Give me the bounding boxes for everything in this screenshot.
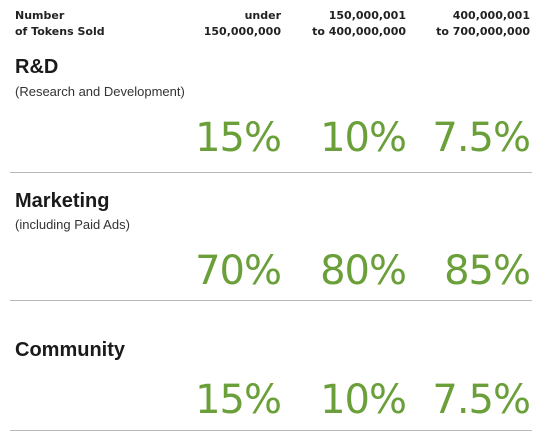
community-tier-2-value: 10% [320,377,407,423]
header-tier-1: under 150,000,000 [204,8,281,40]
header-col1-line1: under [244,9,281,22]
section-divider [10,430,532,431]
section-subtitle-marketing: (including Paid Ads) [15,217,130,232]
header-col0-line1: Number [15,9,65,22]
community-tier-1-value: 15% [195,377,282,423]
community-tier-3-value: 7.5% [432,377,531,423]
header-col1-line2: 150,000,000 [203,25,281,38]
marketing-tier-1-value: 70% [195,248,282,294]
header-col3-line2: to 700,000,000 [436,25,530,38]
header-col2-line1: 150,000,001 [328,9,406,22]
rnd-tier-3-value: 7.5% [432,115,531,161]
header-col3-line1: 400,000,001 [452,9,530,22]
section-subtitle-rnd: (Research and Development) [15,84,185,99]
marketing-tier-3-value: 85% [444,248,531,294]
rnd-tier-2-value: 10% [320,115,407,161]
header-tokens-sold: Number of Tokens Sold [15,8,105,40]
section-title-marketing: Marketing [15,190,110,212]
marketing-tier-2-value: 80% [320,248,407,294]
section-title-rnd: R&D [15,56,59,78]
section-divider [10,300,532,301]
header-tier-2: 150,000,001 to 400,000,000 [312,8,406,40]
rnd-tier-1-value: 15% [195,115,282,161]
section-divider [10,172,532,173]
header-col2-line2: to 400,000,000 [312,25,406,38]
header-col0-line2: of Tokens Sold [15,25,105,38]
header-tier-3: 400,000,001 to 700,000,000 [436,8,530,40]
section-title-community: Community [15,339,125,361]
